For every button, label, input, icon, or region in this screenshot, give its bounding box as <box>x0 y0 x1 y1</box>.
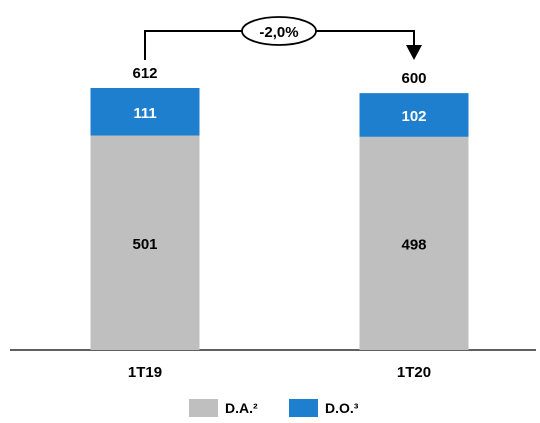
data-label-da-1t20: 498 <box>401 236 426 253</box>
total-label-1t20: 600 <box>401 70 426 87</box>
legend-swatch-do <box>289 399 318 417</box>
change-badge <box>241 16 317 46</box>
bar-segment-da-1t20 <box>359 136 469 350</box>
bar-segment-do-1t19 <box>90 88 200 136</box>
total-label-1t19: 612 <box>132 65 157 82</box>
data-label-do-1t20: 102 <box>401 108 426 125</box>
bar-segment-da-1t19 <box>90 135 200 350</box>
change-label: -2,0% <box>259 24 298 41</box>
data-label-da-1t19: 501 <box>132 236 157 253</box>
x-tick-label-1t20: 1T20 <box>397 364 431 381</box>
x-tick-label-1t19: 1T19 <box>128 364 162 381</box>
legend-label-da: D.A.² <box>225 400 258 416</box>
legend-label-do: D.O.³ <box>325 400 359 416</box>
bar-segment-do-1t20 <box>359 93 469 137</box>
change-arrowhead <box>406 45 422 60</box>
legend-swatch-da <box>189 399 218 417</box>
data-label-do-1t19: 111 <box>133 105 156 122</box>
